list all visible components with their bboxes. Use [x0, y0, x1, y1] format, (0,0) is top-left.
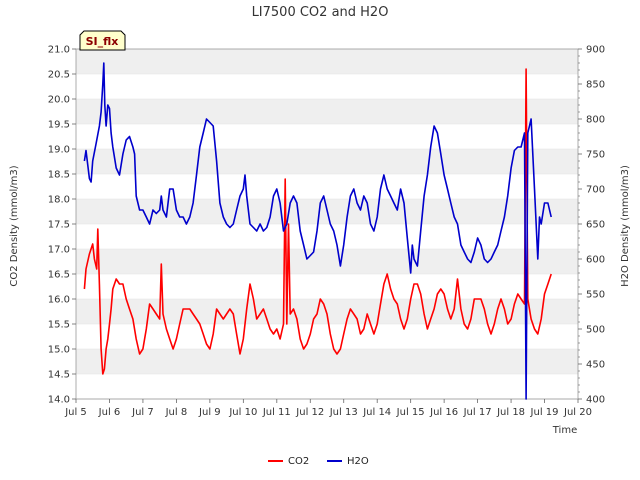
x-tick-label: Jul 13 — [329, 407, 358, 418]
right-tick-label: 650 — [586, 220, 605, 231]
legend-label-co2: CO2 — [288, 456, 309, 467]
left-tick-label: 14.5 — [48, 370, 70, 381]
x-tick-label: Jul 5 — [64, 407, 87, 418]
left-tick-label: 19.5 — [48, 120, 70, 131]
x-tick-label: Jul 7 — [131, 407, 154, 418]
right-tick-label: 600 — [586, 255, 605, 266]
right-tick-label: 500 — [586, 325, 605, 336]
x-tick-label: Jul 15 — [396, 407, 425, 418]
x-tick-label: Jul 19 — [530, 407, 559, 418]
left-tick-label: 19.0 — [48, 145, 70, 156]
x-axis-title: Time — [552, 425, 577, 436]
left-axis-title: CO2 Density (mmol/m3) — [9, 165, 20, 286]
x-axis: Jul 5 Jul 6 Jul 7 Jul 8 Jul 9 Jul 10 Jul 11 Jul… — [64, 399, 592, 418]
grid-band — [76, 249, 578, 274]
left-tick-label: 20.5 — [48, 70, 70, 81]
x-tick-label: Jul 14 — [362, 407, 391, 418]
chart-title: LI7500 CO2 and H2O — [252, 5, 389, 20]
x-tick-label: Jul 16 — [429, 407, 458, 418]
series-line-h2o — [83, 62, 552, 400]
left-tick-label: 16.0 — [48, 295, 70, 306]
right-tick-label: 850 — [586, 80, 605, 91]
left-tick-label: 16.5 — [48, 270, 70, 281]
x-tick-label: Jul 6 — [98, 407, 121, 418]
legend: CO2 H2O — [268, 456, 369, 467]
x-tick-label: Jul 12 — [295, 407, 324, 418]
left-tick-label: 17.5 — [48, 220, 70, 231]
series-co2 — [83, 68, 552, 375]
left-tick-label: 15.5 — [48, 320, 70, 331]
series-h2o — [83, 62, 552, 400]
x-tick-label: Jul 20 — [563, 407, 592, 418]
left-tick-label: 20.0 — [48, 95, 70, 106]
x-tick-label: Jul 10 — [228, 407, 257, 418]
right-tick-label: 800 — [586, 115, 605, 126]
right-tick-label: 550 — [586, 290, 605, 301]
grid-band — [76, 149, 578, 174]
left-tick-label: 18.5 — [48, 170, 70, 181]
left-tick-label: 17.0 — [48, 245, 70, 256]
right-tick-label: 900 — [586, 45, 605, 56]
right-tick-label: 450 — [586, 360, 605, 371]
left-tick-label: 18.0 — [48, 195, 70, 206]
si-flx-badge: SI_flx — [79, 30, 126, 51]
left-tick-label: 21.0 — [48, 45, 70, 56]
x-tick-label: Jul 17 — [463, 407, 492, 418]
left-axis: 14.0 14.5 15.0 15.5 16.0 16.5 17.0 17.5 18.0 18.5… — [48, 45, 76, 406]
badge-box — [79, 30, 126, 51]
left-tick-label: 15.0 — [48, 345, 70, 356]
right-tick-label: 750 — [586, 150, 605, 161]
legend-label-h2o: H2O — [347, 456, 369, 467]
x-tick-label: Jul 8 — [165, 407, 188, 418]
right-axis: 400 450 500 550 600 650 700 750 800 850 900 — [578, 45, 605, 406]
x-tick-label: Jul 18 — [496, 407, 525, 418]
grid-band — [76, 99, 578, 124]
x-tick-label: Jul 11 — [262, 407, 291, 418]
right-tick-label: 400 — [586, 395, 605, 406]
series-line-co2 — [83, 68, 552, 375]
right-axis-title: H2O Density (mmol/m3) — [620, 165, 631, 287]
right-tick-label: 700 — [586, 185, 605, 196]
grid-band — [76, 49, 578, 74]
left-tick-label: 14.0 — [48, 395, 70, 406]
grid-band — [76, 349, 578, 374]
badge-label: SI_flx — [86, 35, 119, 48]
x-tick-label: Jul 9 — [198, 407, 221, 418]
